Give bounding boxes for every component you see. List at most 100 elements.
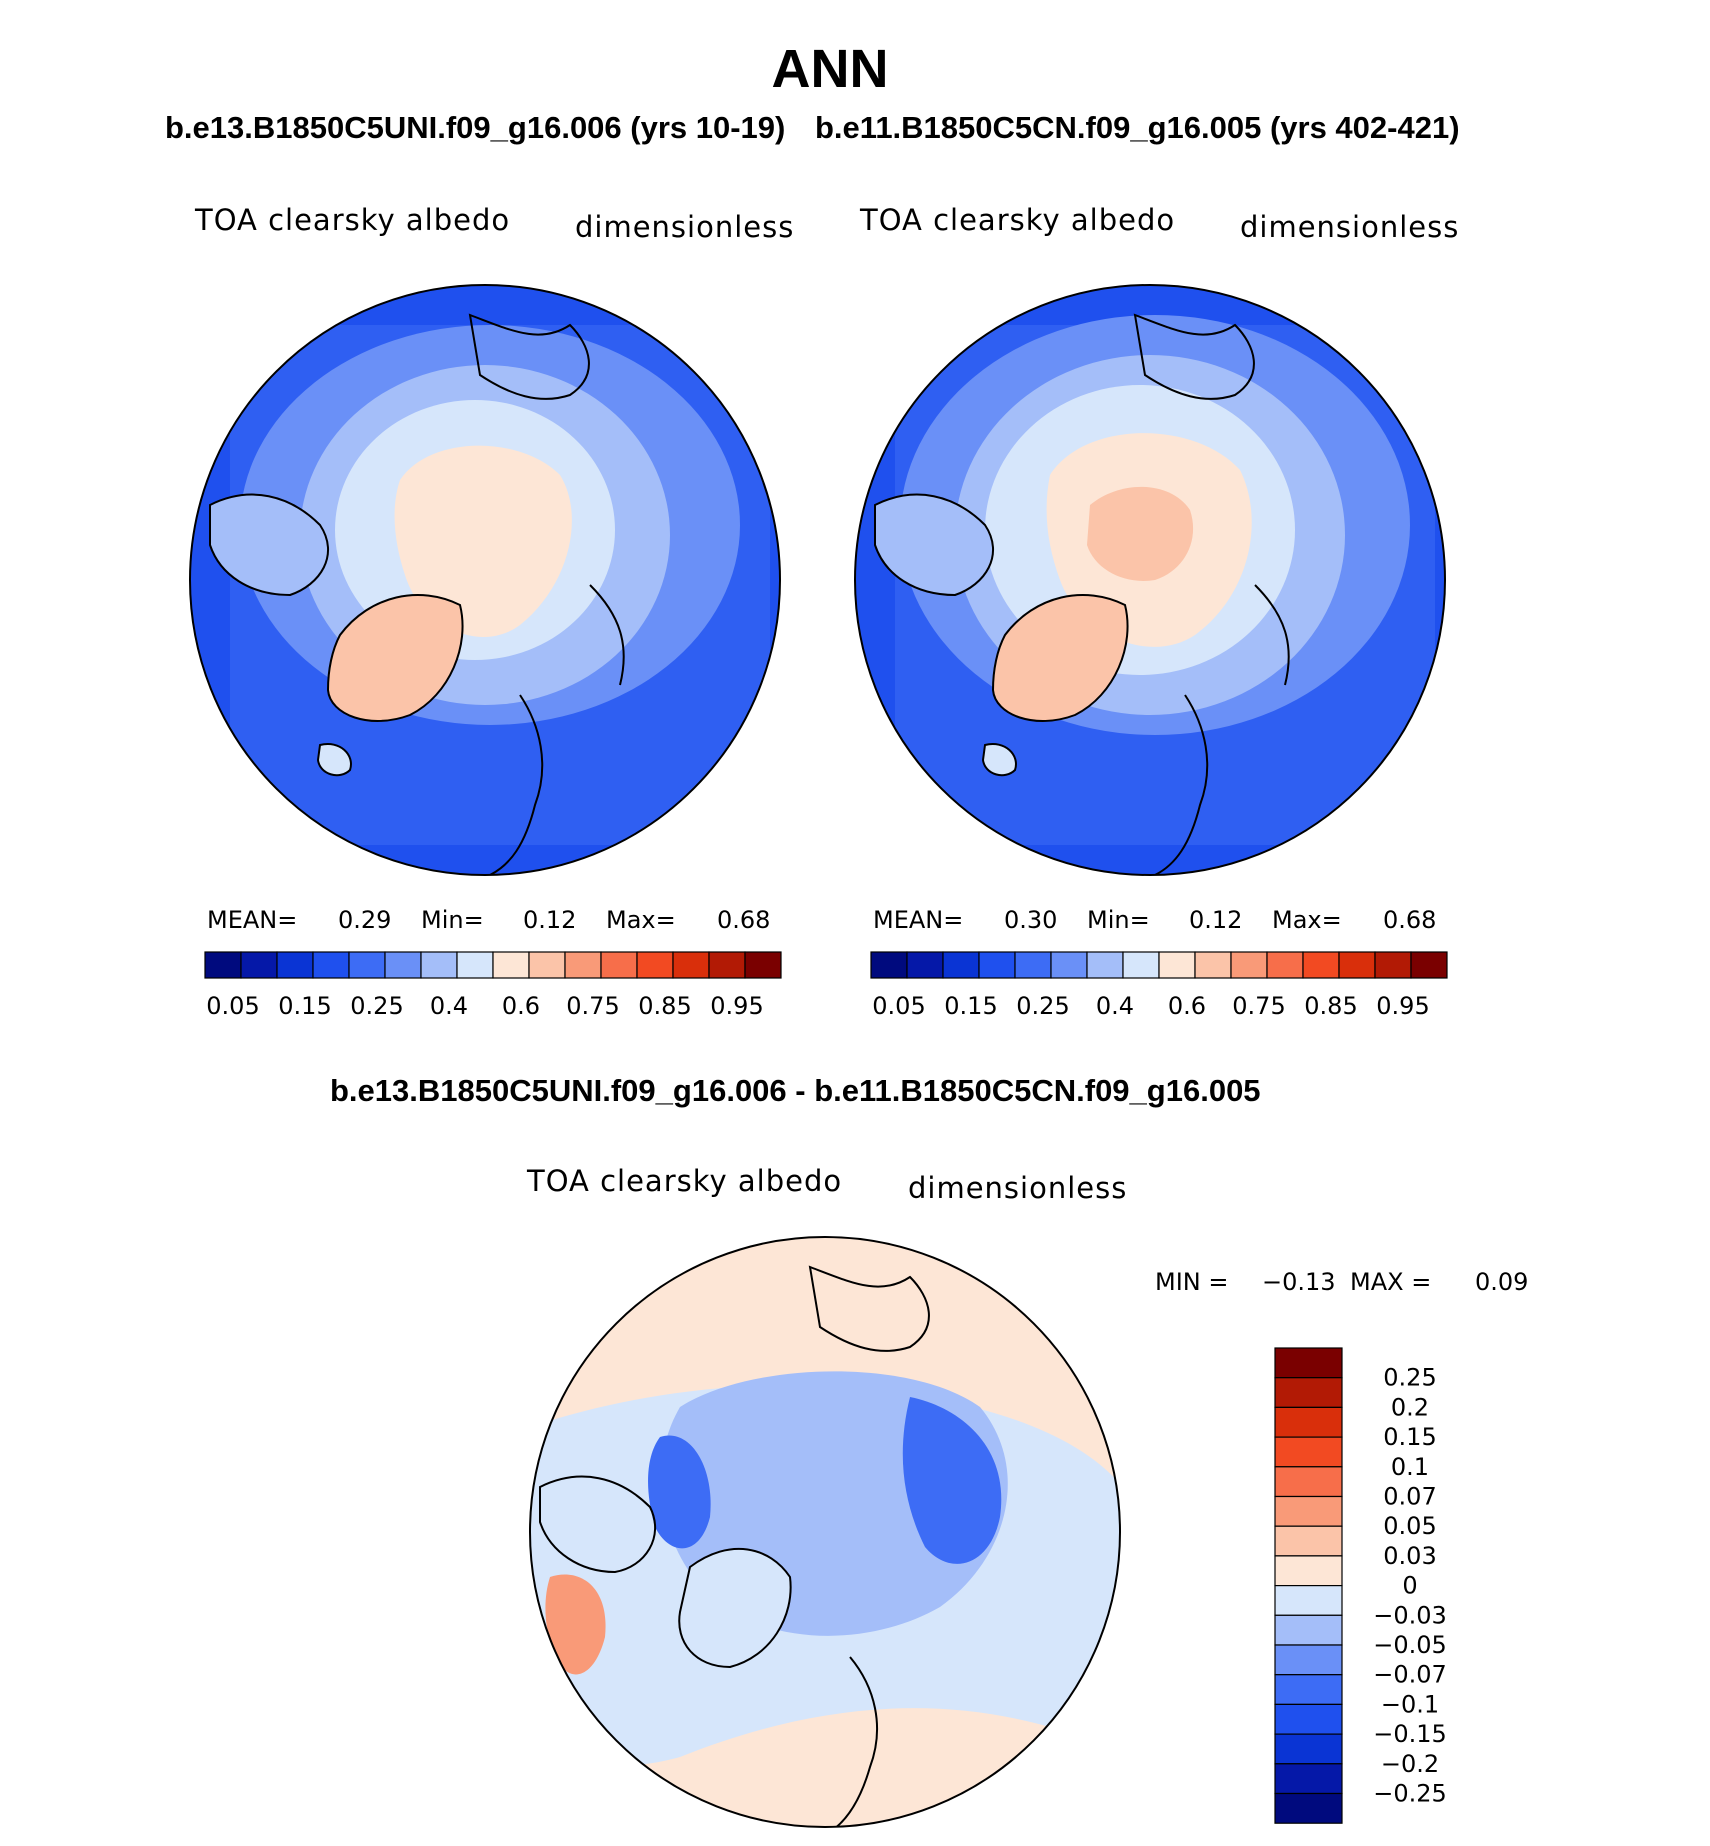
diff-max-value: 0.09 [1475, 1268, 1529, 1296]
left-colorbar-box-10 [564, 951, 602, 979]
left-mean-label: MEAN= [207, 906, 298, 934]
left-polar-map [189, 284, 781, 876]
left-colorbar-box-14 [708, 951, 746, 979]
diff-colorbar-box-11 [1274, 1674, 1343, 1706]
right-colorbar: 0.05 0.15 0.25 0.4 0.6 0.75 0.85 0.95 [870, 951, 1448, 1020]
left-colorbar-box-12 [636, 951, 674, 979]
left-colorbar-tick-label: 0.75 [566, 992, 619, 1020]
right-map-greenland [991, 594, 1129, 722]
diff-colorbar-box-4 [1274, 1466, 1343, 1498]
left-min-value: 0.12 [523, 906, 577, 934]
diff-min-label: MIN = [1155, 1268, 1229, 1296]
right-colorbar-box-15 [1410, 951, 1448, 979]
diff-colorbar-box-3 [1274, 1436, 1343, 1468]
diff-map-border [529, 1236, 1121, 1828]
left-colorbar-box-2 [276, 951, 314, 979]
diff-map-field-strong-neg-west [648, 1435, 711, 1549]
diff-colorbar-box-10 [1274, 1644, 1343, 1676]
diff-colorbar-tick-label: −0.05 [1373, 1631, 1447, 1659]
diff-colorbar-tick-label: 0.03 [1383, 1542, 1436, 1570]
diff-polar-map [529, 1236, 1121, 1828]
diff-colorbar-box-14 [1274, 1763, 1343, 1795]
left-colorbar-tick-label: 0.85 [638, 992, 691, 1020]
right-colorbar-box-0 [870, 951, 908, 979]
diff-colorbar-tick-label: −0.25 [1373, 1780, 1447, 1808]
right-colorbar-box-1 [906, 951, 944, 979]
right-min-value: 0.12 [1189, 906, 1243, 934]
right-polar-map [854, 284, 1446, 876]
diff-colorbar-box-13 [1274, 1733, 1343, 1765]
diff-units-label: dimensionless [908, 1171, 1128, 1205]
left-colorbar-box-9 [528, 951, 566, 979]
right-colorbar-tick-label: 0.4 [1096, 992, 1134, 1020]
left-colorbar-box-6 [420, 951, 458, 979]
left-map-coast-europe [489, 694, 544, 875]
left-colorbar-box-3 [312, 951, 350, 979]
left-max-value: 0.68 [717, 906, 771, 934]
right-colorbar-box-8 [1158, 951, 1196, 979]
diff-map-coast-europe [829, 1656, 879, 1827]
diff-colorbar-box-9 [1274, 1614, 1343, 1646]
left-colorbar: 0.05 0.15 0.25 0.4 0.6 0.75 0.85 0.95 [204, 951, 782, 1020]
diff-colorbar-box-2 [1274, 1406, 1343, 1438]
left-colorbar-box-11 [600, 951, 638, 979]
left-colorbar-box-8 [492, 951, 530, 979]
left-map-arctic-high [394, 445, 572, 637]
right-mean-label: MEAN= [873, 906, 964, 934]
right-colorbar-box-11 [1266, 951, 1304, 979]
right-colorbar-box-3 [978, 951, 1016, 979]
left-colorbar-box-0 [204, 951, 242, 979]
left-map-land-west [209, 493, 330, 597]
left-variable-label: TOA clearsky albedo [195, 203, 511, 237]
right-map-land-west [874, 493, 995, 597]
left-colorbar-tick-label: 0.95 [710, 992, 763, 1020]
right-max-label: Max= [1272, 906, 1342, 934]
right-colorbar-box-10 [1230, 951, 1268, 979]
left-map-iceland [316, 743, 352, 777]
diff-colorbar-tick-label: −0.03 [1373, 1601, 1447, 1629]
left-colorbar-tick-label: 0.25 [350, 992, 403, 1020]
right-colorbar-box-6 [1086, 951, 1124, 979]
diff-colorbar-box-12 [1274, 1703, 1343, 1735]
left-colorbar-box-15 [744, 951, 782, 979]
diff-colorbar-box-8 [1274, 1585, 1343, 1616]
right-colorbar-box-5 [1050, 951, 1088, 979]
right-mean-value: 0.30 [1004, 906, 1058, 934]
right-map-coast-siberia [1254, 584, 1290, 686]
diff-colorbar-tick-label: 0.07 [1383, 1483, 1436, 1511]
right-map-coast-north [1133, 313, 1255, 400]
right-variable-label: TOA clearsky albedo [860, 203, 1176, 237]
right-colorbar-box-13 [1338, 951, 1376, 979]
diff-colorbar-tick-label: 0.2 [1391, 1393, 1429, 1421]
diff-colorbar-tick-label: 0.1 [1391, 1453, 1429, 1481]
right-colorbar-box-7 [1122, 951, 1160, 979]
diff-colorbar-tick-label: 0.15 [1383, 1423, 1436, 1451]
left-colorbar-tick-label: 0.6 [502, 992, 540, 1020]
diff-map-field-strong-neg-east [902, 1397, 1002, 1564]
right-colorbar-tick-label: 0.05 [872, 992, 925, 1020]
left-mean-value: 0.29 [338, 906, 392, 934]
diff-variable-label: TOA clearsky albedo [527, 1164, 843, 1198]
figure-title: ANN [771, 39, 889, 99]
right-colorbar-tick-label: 0.75 [1232, 992, 1285, 1020]
right-colorbar-tick-label: 0.6 [1168, 992, 1206, 1020]
diff-min-value: −0.13 [1262, 1268, 1336, 1296]
left-map-coast-siberia [589, 584, 625, 686]
diff-colorbar-box-7 [1274, 1555, 1343, 1587]
left-colorbar-tick-label: 0.4 [430, 992, 468, 1020]
left-colorbar-box-13 [672, 951, 710, 979]
left-colorbar-tick-label: 0.15 [278, 992, 331, 1020]
diff-colorbar-box-15 [1274, 1792, 1343, 1824]
right-colorbar-box-9 [1194, 951, 1232, 979]
left-colorbar-tick-label: 0.05 [206, 992, 259, 1020]
left-colorbar-box-1 [240, 951, 278, 979]
diff-colorbar-tick-label: 0 [1402, 1572, 1417, 1600]
diff-map-land-west [539, 1475, 656, 1574]
left-map-coast-north [468, 313, 590, 400]
left-colorbar-box-7 [456, 951, 494, 979]
diff-colorbar-box-6 [1274, 1525, 1343, 1557]
diff-map-coast-north [808, 1265, 930, 1352]
diff-colorbar-tick-label: −0.15 [1373, 1720, 1447, 1748]
right-map-iceland [981, 743, 1017, 777]
right-colorbar-box-14 [1374, 951, 1412, 979]
